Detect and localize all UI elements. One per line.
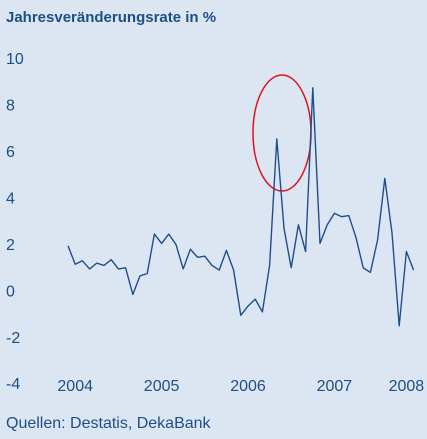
y-tick-label: 0 (6, 283, 15, 300)
x-tick-label: 2004 (57, 378, 93, 395)
source: Quellen: Destatis, DekaBank (6, 415, 212, 432)
x-tick-label: 2008 (389, 378, 425, 395)
x-tick-label: 2006 (230, 378, 266, 395)
y-tick-label: 2 (6, 237, 15, 254)
y-tick-label: -4 (6, 376, 20, 393)
line (67, 87, 415, 327)
y-tick-label: -2 (6, 330, 20, 347)
x-tick-label: 2007 (317, 378, 353, 395)
x-tick-label: 2005 (144, 378, 180, 395)
y-tick-label: 4 (6, 191, 15, 208)
y-tick-label: 10 (6, 51, 24, 68)
y-tick-label: 6 (6, 144, 15, 161)
chart-title: Jahresveränderungsrate in % (6, 9, 216, 26)
y-tick-label: 8 (6, 98, 15, 115)
